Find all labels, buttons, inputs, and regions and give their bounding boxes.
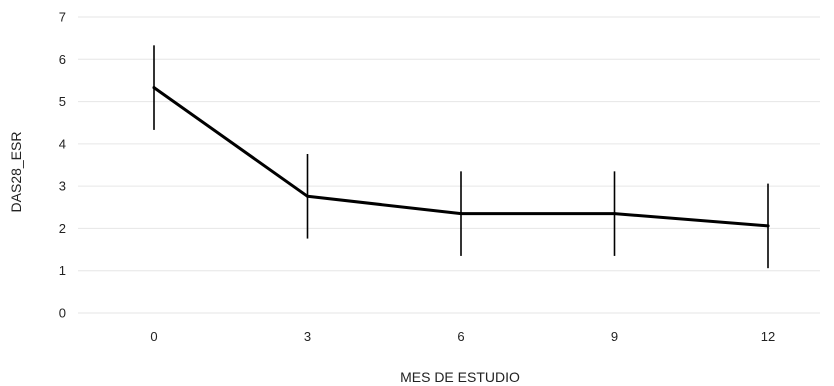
y-tick-label-1: 1 — [59, 263, 66, 278]
data-point-9 — [613, 212, 616, 216]
data-point-0 — [152, 86, 156, 90]
x-tick-label-12: 12 — [761, 329, 775, 344]
series-lines — [152, 86, 770, 228]
y-tick-label-4: 4 — [59, 136, 66, 151]
data-point-6 — [459, 212, 463, 216]
data-point-3 — [306, 194, 309, 198]
x-axis-ticks: 0 3 6 9 12 — [150, 329, 775, 344]
gridlines — [78, 16, 820, 314]
y-axis-title: DAS28_ESR — [8, 132, 24, 213]
y-tick-label-2: 2 — [59, 221, 66, 236]
x-tick-label-0: 0 — [150, 329, 157, 344]
y-tick-label-7: 7 — [59, 10, 66, 25]
x-tick-label-3: 3 — [304, 329, 311, 344]
y-axis-ticks: 0 1 2 3 4 5 6 7 — [59, 10, 66, 321]
x-tick-label-6: 6 — [457, 329, 464, 344]
y-tick-label-6: 6 — [59, 52, 66, 67]
y-tick-label-3: 3 — [59, 179, 66, 194]
data-point-12 — [766, 224, 770, 228]
x-tick-label-9: 9 — [611, 329, 618, 344]
y-tick-label-5: 5 — [59, 94, 66, 109]
error-bars — [153, 45, 769, 269]
y-tick-label-0: 0 — [59, 306, 66, 321]
x-axis-title: MES DE ESTUDIO — [400, 369, 520, 385]
